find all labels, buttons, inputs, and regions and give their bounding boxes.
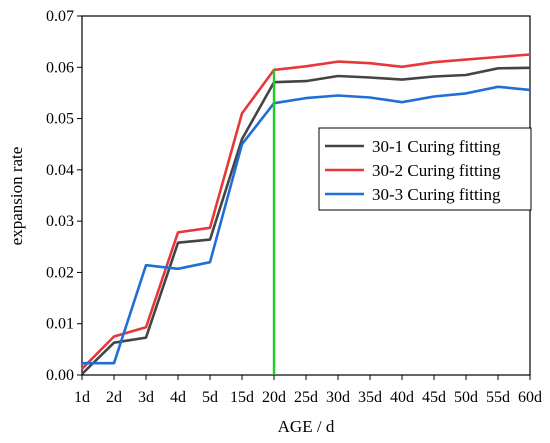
x-tick-label: 2d <box>106 389 122 406</box>
x-tick-label: 55d <box>486 389 510 406</box>
x-tick-label: 4d <box>170 389 186 406</box>
x-tick-label: 50d <box>454 389 478 406</box>
legend: 30-1 Curing fitting 30-2 Curing fitting … <box>318 127 532 211</box>
x-tick-label: 60d <box>518 389 542 406</box>
x-tick-label: 15d <box>230 389 254 406</box>
x-tick-label: 25d <box>294 389 318 406</box>
series-line-3 <box>82 85 531 365</box>
legend-label-30-2: 30-2 Curing fitting <box>372 161 501 180</box>
y-tick-label: 0.02 <box>46 264 74 281</box>
series-line-2 <box>81 53 531 370</box>
x-tick-label: 1d <box>74 389 90 406</box>
y-tick-label: 0.04 <box>46 162 74 179</box>
y-tick-label: 0.01 <box>46 316 74 333</box>
x-tick-label: 35d <box>358 389 382 406</box>
legend-label-30-1: 30-1 Curing fitting <box>372 137 501 156</box>
legend-label-30-3: 30-3 Curing fitting <box>372 185 501 204</box>
y-tick-label: 0.00 <box>46 367 74 384</box>
y-tick-label: 0.07 <box>46 8 74 25</box>
y-axis: 0.00 0.01 0.02 0.03 0.04 0.05 0.06 0.07 <box>46 8 82 384</box>
x-tick-label: 3d <box>138 389 154 406</box>
x-axis-title: AGE / d <box>278 417 335 436</box>
x-tick-label: 30d <box>326 389 350 406</box>
y-axis-title: expansion rate <box>7 147 26 246</box>
x-tick-label: 5d <box>202 389 218 406</box>
series-line-1 <box>81 66 531 375</box>
y-tick-label: 0.06 <box>46 59 74 76</box>
y-tick-label: 0.05 <box>46 111 74 128</box>
series-layer <box>81 53 531 375</box>
x-axis: 1d 2d 3d 4d 5d 15d 20d 25d 30d 35d 40d 45d 50d 55d 60d <box>74 375 542 406</box>
y-tick-label: 0.03 <box>46 213 74 230</box>
x-tick-label: 40d <box>390 389 414 406</box>
x-tick-label: 45d <box>422 389 446 406</box>
x-tick-label: 20d <box>262 389 286 406</box>
